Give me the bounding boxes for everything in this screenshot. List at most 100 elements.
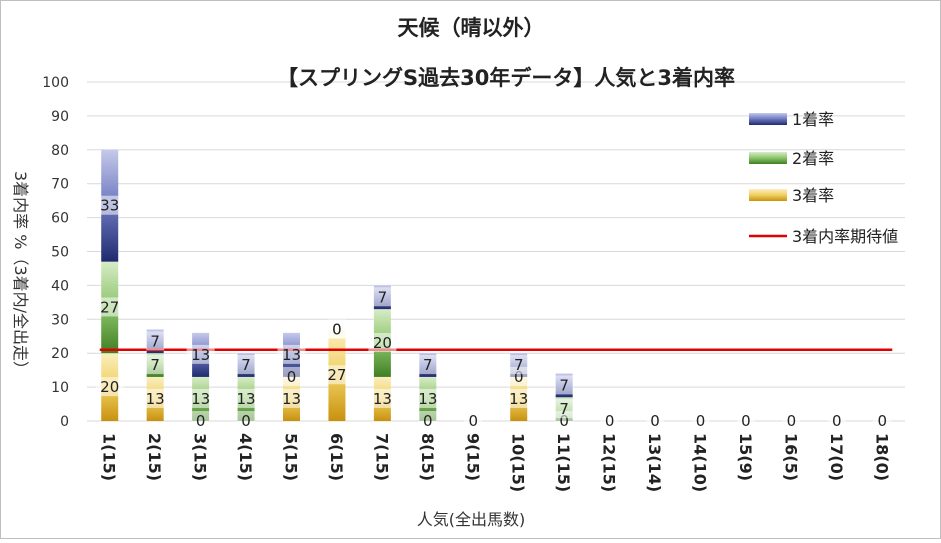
x-tick-label: 18(0) (872, 433, 891, 481)
data-label-bg (782, 411, 801, 430)
data-label-bg (555, 399, 574, 419)
data-labels: 2027331377013130137130132700132070137013… (95, 195, 892, 430)
data-label-bg (646, 411, 665, 430)
legend-label: 2着率 (792, 149, 834, 168)
data-label: 0 (696, 412, 706, 430)
x-tick-label: 7(15) (372, 433, 391, 481)
data-label-bg (146, 355, 165, 375)
x-tick-label: 3(15) (191, 433, 210, 481)
data-label-bg (237, 411, 256, 430)
data-label-bg (191, 411, 210, 430)
data-label-bg (277, 388, 306, 408)
data-label-bg (509, 355, 528, 375)
y-tick-label: 90 (51, 109, 69, 125)
legend-swatch (749, 189, 787, 201)
data-label: 7 (150, 356, 160, 374)
data-label: 13 (191, 346, 210, 364)
y-tick-label: 100 (42, 75, 69, 91)
chart-title: 天候（晴以外） (398, 16, 545, 40)
data-label: 13 (509, 390, 528, 408)
data-label: 7 (150, 332, 160, 350)
x-axis-ticks: 1(15) 2(15) 3(15) 4(15) 5(15) 6(15) 7(15) 8(15)… (100, 433, 892, 492)
data-label: 13 (373, 390, 392, 408)
legend-label: 3着率 (792, 186, 834, 205)
data-label: 0 (650, 412, 660, 430)
x-axis-label: 人気(全出馬数) (417, 510, 526, 529)
data-label: 13 (191, 390, 210, 408)
data-label: 27 (327, 366, 346, 384)
data-label-bg (368, 388, 397, 408)
data-label: 0 (878, 412, 888, 430)
data-label: 7 (514, 356, 524, 374)
legend: 1着率 2着率 3着率 3着内率期待値 (749, 110, 898, 246)
data-label-bg (95, 377, 124, 397)
data-label-bg (95, 297, 124, 317)
data-label-bg (322, 365, 351, 385)
data-label-bg (464, 411, 483, 430)
data-label: 33 (100, 197, 119, 215)
data-label: 13 (282, 390, 301, 408)
legend-swatch (749, 152, 787, 164)
data-label: 0 (287, 368, 297, 386)
data-label-bg (691, 411, 710, 430)
data-label: 7 (559, 400, 569, 418)
x-tick-label: 1(15) (100, 433, 119, 481)
data-label-bg (282, 366, 301, 386)
y-tick-label: 30 (51, 312, 69, 328)
y-tick-label: 0 (60, 414, 69, 430)
y-tick-label: 50 (51, 245, 69, 261)
data-label-bg (873, 411, 892, 430)
y-tick-label: 80 (51, 143, 69, 159)
data-label: 0 (605, 412, 615, 430)
x-tick-label: 13(14) (645, 433, 664, 492)
x-tick-label: 9(15) (463, 433, 482, 481)
x-tick-label: 2(15) (145, 433, 164, 481)
x-tick-label: 6(15) (327, 433, 346, 481)
data-label-bg (95, 195, 124, 215)
data-label-bg (277, 344, 306, 364)
data-label-bg (232, 388, 261, 408)
data-label: 7 (423, 356, 433, 374)
data-label: 0 (423, 412, 433, 430)
data-label-bg (736, 411, 755, 430)
gridlines (87, 81, 905, 422)
data-label-bg (327, 319, 346, 339)
y-tick-label: 60 (51, 211, 69, 227)
y-axis-label: 3着内率 %（3着内/全出走） (11, 171, 30, 377)
data-label-bg (413, 388, 442, 408)
data-label: 0 (514, 368, 524, 386)
x-tick-label: 16(5) (781, 433, 800, 481)
data-label-bg (146, 331, 165, 351)
data-label: 7 (378, 288, 388, 306)
data-label: 0 (832, 412, 842, 430)
x-tick-label: 8(15) (418, 433, 437, 481)
data-label: 13 (237, 390, 256, 408)
data-label: 13 (146, 390, 165, 408)
y-tick-label: 40 (51, 278, 69, 294)
y-tick-label: 70 (51, 177, 69, 193)
data-label: 0 (469, 412, 479, 430)
data-label-bg (504, 388, 533, 408)
data-label-bg (827, 411, 846, 430)
y-axis-ticks: 0 10 20 30 40 50 60 70 80 90 100 (42, 75, 69, 430)
data-label: 0 (332, 320, 342, 338)
data-label: 0 (241, 412, 251, 430)
data-label: 0 (787, 412, 797, 430)
data-label-bg (186, 344, 215, 364)
x-tick-label: 10(15) (509, 433, 528, 492)
data-label: 27 (100, 298, 119, 316)
y-tick-label: 20 (51, 346, 69, 362)
data-label: 7 (241, 356, 251, 374)
data-label-bg (555, 375, 574, 395)
y-tick-label: 10 (51, 380, 69, 396)
chart-subtitle: 【スプリングS過去30年データ】人気と3着内率 (277, 66, 735, 90)
data-label-bg (418, 411, 437, 430)
x-tick-label: 12(15) (600, 433, 619, 492)
data-label: 0 (196, 412, 206, 430)
data-label-bg (237, 355, 256, 375)
x-tick-label: 14(10) (691, 433, 710, 492)
legend-label: 1着率 (792, 110, 834, 129)
data-label-bg (418, 355, 437, 375)
